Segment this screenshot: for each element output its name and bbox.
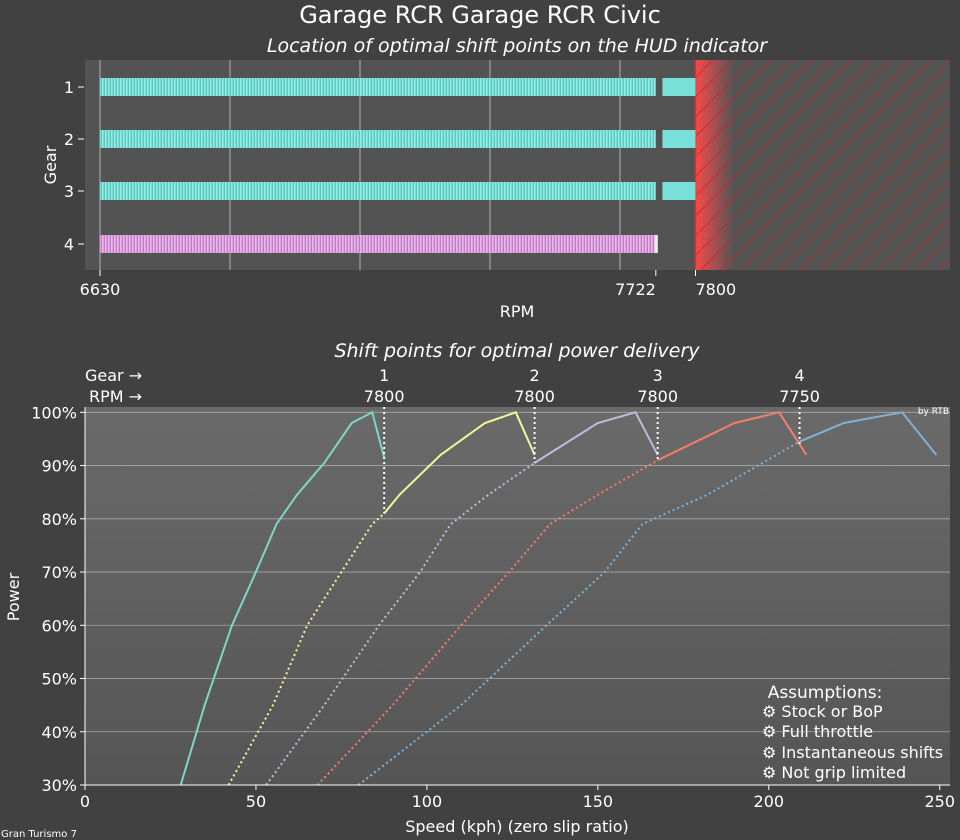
shift-rpm-label: 7800 [364,387,405,406]
hud-y-axis-label: Gear [41,145,60,184]
hud-bar-gear-4 [100,235,656,253]
shift-gear-label: 2 [530,366,540,385]
hud-chart: 1 2 3 4 6630 7722 7800 [64,60,950,299]
hud-gear-label: 2 [64,130,74,149]
hud-bar-shift-window [662,130,696,148]
power-curve-gear-5 [799,411,938,456]
hud-x-tick-label: 7800 [696,280,737,299]
hud-bar-shift-window [662,78,696,96]
power-curve-gear-3 [534,411,659,464]
assumption-item: ⚙ Instantaneous shifts [762,743,943,762]
power-y-tick-label: 60% [41,616,77,635]
power-y-tick-label: 70% [41,563,77,582]
power-y-tick-label: 40% [41,723,77,742]
power-y-tick-label: 30% [41,776,77,795]
power-chart: 1 7800 2 7800 3 7800 4 7750 30% 40% 50% 60% 70% 80% 9… [31,366,955,811]
hud-x-tick-label: 7722 [615,280,656,299]
power-curve-gear-4-dotted [316,459,659,786]
power-y-tick-label: 90% [41,457,77,476]
redline-hatch [695,60,950,270]
power-x-axis-label: Speed (kph) (zero slip ratio) [405,817,629,836]
power-x-tick-label: 200 [754,792,785,811]
assumptions-box: Assumptions: ⚙ Stock or BoP ⚙ Full throt… [762,683,943,782]
hud-bar-gear-3 [100,182,656,200]
page-title: Garage RCR Garage RCR Civic [299,1,661,29]
power-chart-title: Shift points for optimal power delivery [334,340,700,362]
hud-chart-title: Location of optimal shift points on the … [267,35,768,57]
shift-rpm-label: 7800 [514,387,555,406]
hud-gear-label: 3 [64,182,74,201]
power-plot-background [85,407,950,785]
power-y-tick-label: 50% [41,670,77,689]
assumption-item: ⚙ Full throttle [762,722,873,741]
hud-bar-gear-1 [100,78,656,96]
hud-bar-gear-2 [100,130,656,148]
power-x-tick-label: 150 [583,792,614,811]
shift-gear-label: 1 [379,366,389,385]
power-curve-gear-2-dotted [227,512,385,786]
power-curve-gear-1 [179,410,386,786]
hud-bar-end-marker [654,235,658,253]
power-y-tick-label: 80% [41,510,77,529]
shift-gear-label: 4 [794,366,804,385]
hud-gear-label: 1 [64,78,74,97]
power-x-tick-label: 250 [924,792,955,811]
power-x-tick-label: 50 [246,792,266,811]
power-curve-gear-5-dotted [357,440,801,786]
shift-rpm-label: 7800 [637,387,678,406]
power-curve-gear-2 [383,411,536,515]
credit-label: by RTB [918,407,949,417]
assumptions-title: Assumptions: [768,683,883,703]
hud-x-axis-label: RPM [500,302,535,321]
shift-gear-label: 3 [653,366,663,385]
power-x-tick-label: 0 [80,792,90,811]
hud-bar-shift-window [662,182,696,200]
power-y-tick-label: 100% [31,403,77,422]
gear-header-label: Gear → [85,366,142,385]
rpm-header-label: RPM → [89,387,142,406]
assumption-item: ⚙ Not grip limited [762,763,906,782]
power-y-axis-label: Power [4,572,23,621]
assumption-item: ⚙ Stock or BoP [762,702,883,721]
power-x-tick-label: 100 [412,792,443,811]
hud-x-tick-label: 6630 [80,280,121,299]
power-curve-gear-4 [657,411,808,462]
shift-rpm-label: 7750 [779,387,820,406]
hud-gear-label: 4 [64,235,74,254]
footer-label: Gran Turismo 7 [1,829,77,840]
